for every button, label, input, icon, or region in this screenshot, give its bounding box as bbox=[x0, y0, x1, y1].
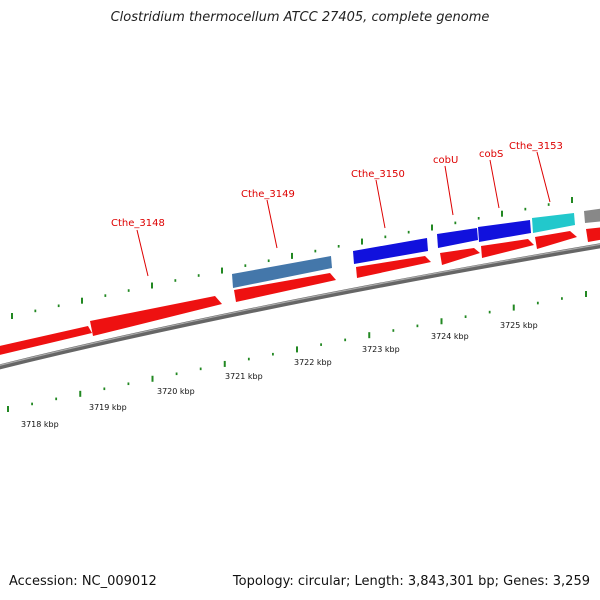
kbp-label-3718: 3718 kbp bbox=[21, 420, 59, 429]
leader-cthe-3153 bbox=[536, 151, 551, 203]
gene-forward-6 bbox=[481, 239, 534, 258]
gene-label-cobu: cobU bbox=[433, 155, 458, 166]
kbp-label-3720: 3720 kbp bbox=[157, 387, 195, 396]
gene-forward-1 bbox=[0, 326, 92, 355]
kbp-label-3722: 3722 kbp bbox=[294, 358, 332, 367]
gene-forward-5 bbox=[440, 248, 480, 265]
gene-cobu bbox=[437, 228, 478, 248]
accession-text: Accession: NC_009012 bbox=[9, 574, 157, 589]
kbp-label-3719: 3719 kbp bbox=[89, 403, 127, 412]
gene-label-cthe-3153: Cthe_3153 bbox=[509, 141, 563, 152]
gene-cobs bbox=[478, 220, 531, 242]
gene-forward-7 bbox=[535, 231, 577, 249]
gene-cthe-3153 bbox=[532, 213, 575, 233]
gene-label-cthe-3148: Cthe_3148 bbox=[111, 218, 165, 229]
leader-cthe-3148 bbox=[136, 229, 149, 277]
kbp-label-3721: 3721 kbp bbox=[225, 372, 263, 381]
kbp-labels: 3718 kbp 3719 kbp 3720 kbp 3721 kbp 3722… bbox=[21, 321, 538, 429]
kbp-label-3725: 3725 kbp bbox=[500, 321, 538, 330]
gene-forward-4 bbox=[356, 256, 431, 278]
genome-backbone bbox=[0, 243, 600, 370]
gene-forward-8 bbox=[586, 227, 600, 242]
genome-backbone-highlight bbox=[0, 243, 600, 366]
gene-labels: Cthe_3148 Cthe_3149 Cthe_3150 cobU cobS … bbox=[111, 141, 563, 229]
gene-cthe-3150 bbox=[353, 238, 428, 264]
topology-summary: Topology: circular; Length: 3,843,301 bp… bbox=[232, 574, 590, 589]
label-leaders bbox=[136, 151, 551, 277]
reverse-genes bbox=[232, 208, 600, 288]
leader-cthe-3150 bbox=[375, 179, 386, 229]
gene-forward-3 bbox=[234, 273, 336, 302]
gene-label-cthe-3150: Cthe_3150 bbox=[351, 169, 405, 180]
gene-unknown-gray bbox=[584, 208, 600, 223]
kbp-label-3723: 3723 kbp bbox=[362, 345, 400, 354]
gene-forward-2 bbox=[90, 296, 222, 336]
leader-cthe-3149 bbox=[266, 199, 278, 249]
map-title: Clostridium thermocellum ATCC 27405, com… bbox=[110, 10, 490, 25]
gene-cthe-3149 bbox=[232, 256, 332, 288]
leader-cobs bbox=[489, 159, 500, 209]
forward-genes bbox=[0, 227, 600, 355]
gene-label-cobs: cobS bbox=[479, 149, 503, 160]
kbp-label-3724: 3724 kbp bbox=[431, 332, 469, 341]
leader-cobu bbox=[444, 165, 454, 216]
gene-label-cthe-3149: Cthe_3149 bbox=[241, 189, 295, 200]
tick-marks bbox=[7, 197, 587, 412]
